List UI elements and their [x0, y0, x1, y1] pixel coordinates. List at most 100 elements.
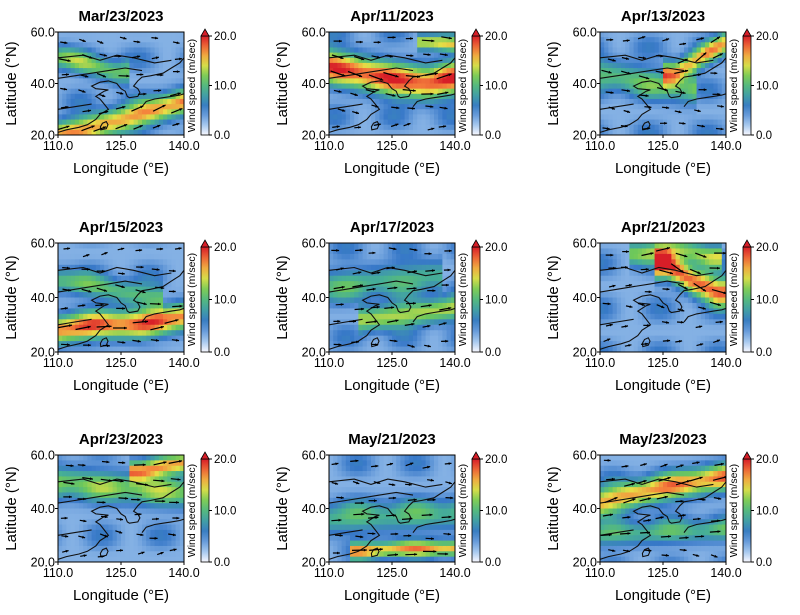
speed-cell [663, 330, 668, 336]
speed-cell [650, 58, 655, 64]
colorbar-bar [743, 247, 751, 352]
speed-cell [442, 114, 447, 120]
colorbar-label: Wind speed (m/sec) [186, 464, 198, 557]
speed-cell [146, 514, 151, 520]
speed-cell [329, 336, 334, 342]
speed-cell [337, 314, 342, 320]
speed-cell [117, 47, 122, 53]
speed-cell [79, 248, 84, 254]
speed-cell [371, 42, 376, 48]
speed-cell [713, 32, 718, 38]
speed-cell [676, 330, 681, 336]
speed-cell [697, 259, 702, 265]
speed-cell [104, 243, 109, 249]
speed-cell [113, 298, 118, 304]
speed-cell [159, 525, 164, 531]
speed-cell [384, 243, 389, 249]
speed-cell [129, 498, 134, 504]
speed-cell [379, 84, 384, 90]
speed-cell [713, 84, 718, 90]
speed-cell [417, 104, 422, 110]
speed-cell [447, 287, 452, 293]
speed-cell [701, 292, 706, 298]
speed-cell [697, 32, 702, 38]
speed-cell [705, 42, 710, 48]
speed-cell [350, 114, 355, 120]
speed-cell [434, 32, 439, 38]
speed-cell [413, 120, 418, 126]
speed-cell [333, 308, 338, 314]
speed-cell [75, 47, 80, 53]
speed-cell [129, 58, 134, 64]
speed-cell [62, 466, 67, 472]
speed-cell [121, 298, 126, 304]
speed-cell [388, 89, 393, 95]
speed-cell [705, 114, 710, 120]
speed-cell [713, 292, 718, 298]
speed-cell [646, 94, 651, 100]
speed-cell [167, 120, 172, 126]
speed-cell [66, 53, 71, 59]
speed-cell [659, 47, 664, 53]
colorbar-tick-label: 0.0 [214, 347, 230, 359]
speed-cell [104, 466, 109, 472]
speed-cell [655, 259, 660, 265]
speed-cell [405, 330, 410, 336]
speed-cell [634, 99, 639, 105]
panel-title: Mar/23/2023 [78, 8, 163, 25]
speed-cell [438, 303, 443, 309]
speed-cell [421, 259, 426, 265]
speed-cell [62, 270, 67, 276]
speed-cell [113, 243, 118, 249]
speed-cell [659, 114, 664, 120]
speed-cell [438, 265, 443, 271]
speed-cell [337, 476, 342, 482]
speed-cell [146, 341, 151, 347]
speed-cell [384, 336, 389, 342]
speed-cell [155, 487, 160, 493]
speed-cell [346, 471, 351, 477]
speed-cell [421, 47, 426, 53]
speed-cell [688, 37, 693, 43]
speed-cell [713, 99, 718, 105]
speed-cell [333, 303, 338, 309]
speed-cell [375, 99, 380, 105]
speed-cell [413, 37, 418, 43]
speed-cell [625, 47, 630, 53]
speed-cell [117, 498, 122, 504]
speed-cell [705, 276, 710, 282]
speed-cell [447, 120, 452, 126]
speed-cell [108, 63, 113, 69]
speed-cell [79, 259, 84, 265]
speed-cell [434, 120, 439, 126]
speed-cell [671, 336, 676, 342]
speed-cell [430, 336, 435, 342]
speed-cell [163, 460, 168, 466]
speed-cell [688, 32, 693, 38]
speed-cell [417, 94, 422, 100]
speed-cell [413, 330, 418, 336]
speed-cell [150, 292, 155, 298]
speed-cell [354, 42, 359, 48]
speed-cell [66, 276, 71, 282]
speed-cell [163, 314, 168, 320]
speed-cell [92, 73, 97, 79]
speed-cell [379, 259, 384, 265]
speed-cell [697, 68, 702, 74]
speed-cell [426, 336, 431, 342]
speed-cell [413, 53, 418, 59]
speed-cell [358, 78, 363, 84]
speed-cell [113, 471, 118, 477]
speed-cell [613, 53, 618, 59]
speed-cell [167, 99, 172, 105]
speed-cell [83, 47, 88, 53]
speed-cell [384, 120, 389, 126]
speed-cell [405, 42, 410, 48]
speed-cell [409, 298, 414, 304]
speed-cell [92, 104, 97, 110]
speed-cell [650, 125, 655, 131]
speed-cell [92, 99, 97, 105]
speed-cell [400, 78, 405, 84]
speed-cell [613, 84, 618, 90]
speed-cell [329, 509, 334, 515]
